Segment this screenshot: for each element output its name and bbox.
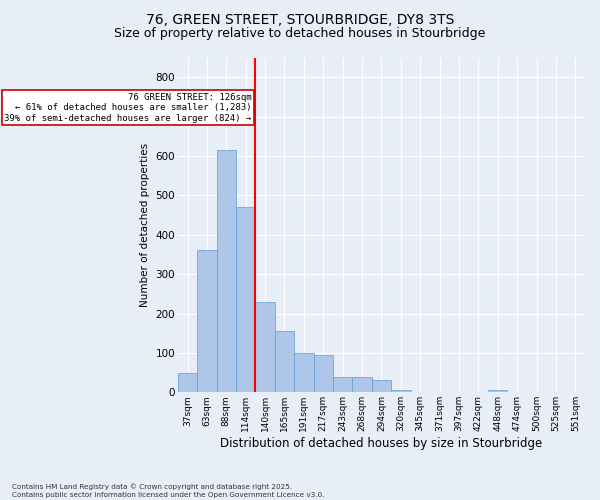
Bar	[236, 207, 256, 392]
Bar	[217, 150, 236, 392]
Bar	[197, 250, 217, 392]
Bar	[275, 331, 294, 392]
Bar	[256, 302, 275, 392]
Bar	[391, 390, 410, 392]
Bar	[314, 355, 333, 393]
Bar	[488, 390, 508, 392]
Text: Size of property relative to detached houses in Stourbridge: Size of property relative to detached ho…	[115, 28, 485, 40]
Bar	[178, 372, 197, 392]
Y-axis label: Number of detached properties: Number of detached properties	[140, 143, 150, 307]
X-axis label: Distribution of detached houses by size in Stourbridge: Distribution of detached houses by size …	[220, 437, 542, 450]
Bar	[333, 376, 352, 392]
Bar	[352, 376, 372, 392]
Text: 76, GREEN STREET, STOURBRIDGE, DY8 3TS: 76, GREEN STREET, STOURBRIDGE, DY8 3TS	[146, 12, 454, 26]
Text: 76 GREEN STREET: 126sqm
← 61% of detached houses are smaller (1,283)
39% of semi: 76 GREEN STREET: 126sqm ← 61% of detache…	[4, 93, 252, 122]
Bar	[372, 380, 391, 392]
Bar	[294, 353, 314, 393]
Text: Contains HM Land Registry data © Crown copyright and database right 2025.
Contai: Contains HM Land Registry data © Crown c…	[12, 484, 325, 498]
